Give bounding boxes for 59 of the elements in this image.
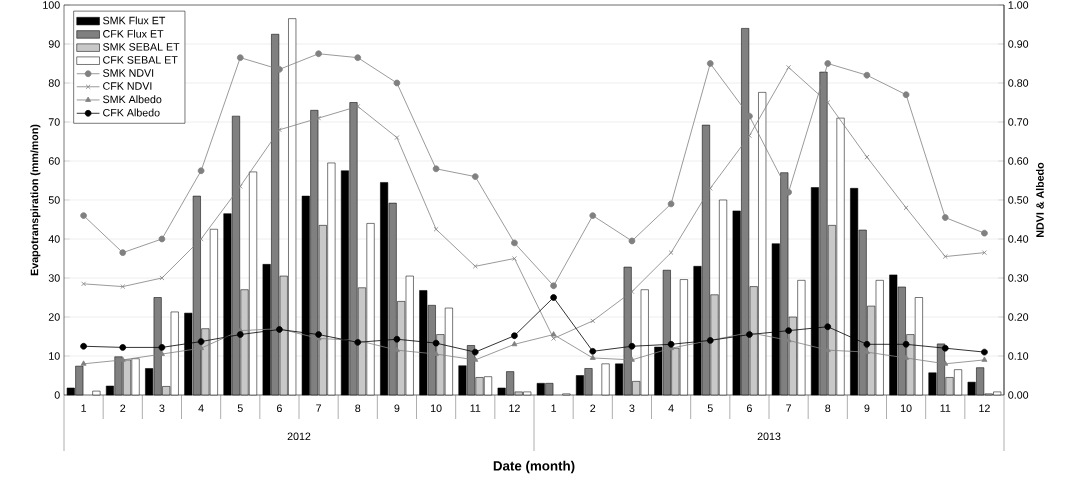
- x-tick-label: 2: [590, 404, 596, 412]
- y2-axis-title: NDVI & Albedo: [1035, 162, 1044, 237]
- x-tick-label: 10: [900, 404, 912, 413]
- y-tick-label: 0: [54, 391, 60, 399]
- y2-tick-label: 1.00: [1008, 1, 1029, 9]
- y2-tick-label: 0.60: [1008, 157, 1029, 165]
- y2-tick-label: 0.50: [1008, 196, 1029, 204]
- y-tick-label: 90: [48, 40, 60, 48]
- y2-tick-label: 0.30: [1008, 274, 1029, 282]
- x-tick-label: 4: [198, 404, 204, 412]
- x-tick-label: 11: [470, 404, 481, 412]
- x-tick-label: 12: [509, 404, 520, 412]
- text: 2013: [757, 432, 781, 441]
- y-tick-label: 100: [43, 1, 60, 9]
- x-tick-label: 5: [237, 404, 243, 412]
- legend-label: SMK Albedo: [103, 95, 162, 104]
- legend-label: CFK Flux ET: [103, 29, 164, 38]
- x-tick-label: 8: [355, 404, 361, 413]
- x-tick-label: 10: [430, 404, 442, 413]
- x-tick-label: 1: [551, 404, 557, 412]
- x-tick-label: 1: [81, 404, 87, 412]
- y-tick-label: 80: [48, 79, 60, 87]
- legend-label: SMK SEBAL ET: [103, 43, 180, 51]
- legend-label: SMK Flux ET: [103, 16, 166, 25]
- y-axis-title: Evapotranspiration (mm/mon): [30, 124, 41, 276]
- y-tick-label: 20: [48, 313, 60, 321]
- x-tick-label: 5: [707, 404, 713, 412]
- x-tick-label: 3: [629, 404, 635, 413]
- y2-tick-label: 0.10: [1008, 352, 1029, 360]
- y2-tick-label: 0.00: [1008, 391, 1029, 399]
- legend-label: CFK SEBAL ET: [103, 56, 178, 64]
- x-tick-label: 8: [825, 404, 831, 413]
- x-axis-title: Date (month): [493, 460, 575, 474]
- legend-label: CFK Albedo: [103, 108, 160, 117]
- text: 2012: [287, 432, 311, 441]
- x-tick-label: 6: [277, 404, 282, 413]
- y2-tick-label: 0.70: [1008, 118, 1029, 126]
- x-tick-label: 7: [786, 404, 792, 412]
- y-tick-label: 10: [49, 352, 60, 360]
- y-tick-label: 70: [48, 118, 60, 126]
- x-tick-label: 4: [668, 404, 674, 412]
- x-tick-label: 2: [120, 404, 126, 412]
- x-tick-label: 12: [979, 404, 990, 412]
- x-tick-label: 11: [940, 404, 951, 412]
- x-tick-label: 3: [159, 404, 165, 413]
- y2-tick-label: 0.80: [1008, 79, 1029, 87]
- x-tick-label: 6: [747, 404, 752, 413]
- y-tick-label: 30: [48, 274, 60, 282]
- y2-tick-label: 0.90: [1008, 40, 1029, 48]
- legend-label: SMK NDVI: [103, 69, 154, 77]
- x-tick-label: 9: [864, 404, 870, 413]
- x-tick-label: 7: [316, 404, 322, 412]
- y2-tick-label: 0.40: [1008, 235, 1029, 243]
- legend-label: CFK NDVI: [103, 82, 152, 90]
- y2-tick-label: 0.20: [1008, 313, 1029, 321]
- y-tick-label: 40: [48, 235, 60, 243]
- y-tick-label: 60: [48, 157, 60, 165]
- y-tick-label: 50: [48, 196, 60, 204]
- x-tick-label: 9: [394, 404, 400, 413]
